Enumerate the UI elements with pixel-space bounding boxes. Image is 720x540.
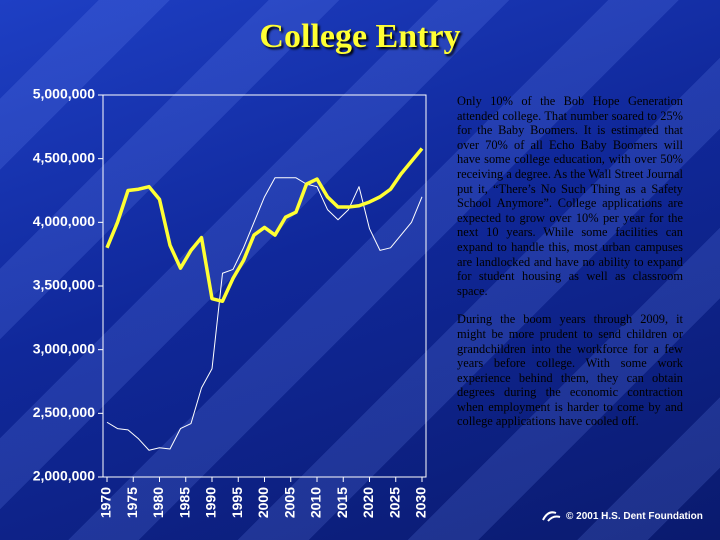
x-tick-label: 2030 (413, 487, 429, 518)
plot-frame (102, 94, 427, 478)
x-tick-label: 1975 (124, 487, 140, 518)
y-tick-label: 4,500,000 (33, 149, 95, 165)
series-line (106, 177, 423, 451)
y-tick-label: 3,000,000 (33, 340, 95, 356)
logo (542, 511, 561, 522)
y-tick-label: 2,000,000 (33, 468, 95, 484)
y-tick-label: 2,500,000 (33, 404, 95, 420)
title: College Entry (259, 18, 461, 55)
x-tick-label: 2000 (255, 487, 271, 518)
x-tick-label: 1970 (98, 487, 114, 518)
x-tick-label: 2025 (386, 487, 402, 518)
y-tick-label: 4,000,000 (33, 213, 95, 229)
series-line (105, 147, 424, 304)
x-tick-label: 2010 (308, 487, 324, 518)
chart: 2,000,000 2,500,000 3,000,000 3,500,000 4,00… (33, 86, 429, 518)
x-tick-label: 1980 (150, 487, 166, 518)
note-paragraph: During the boom years through 2009, it m… (457, 312, 683, 429)
note-paragraph: Only 10% of the Bob Hope Generation atte… (457, 94, 683, 298)
x-tick-label: 2020 (360, 487, 376, 518)
footer: © 2001 H.S. Dent Foundation (566, 511, 703, 522)
y-tick-label: 3,500,000 (33, 277, 95, 293)
y-tick-label: 5,000,000 (33, 86, 95, 102)
x-tick-label: 1995 (229, 487, 245, 518)
notes: Only 10% of the Bob Hope Generation atte… (457, 94, 683, 443)
x-tick-label: 2015 (334, 487, 350, 518)
x-tick-label: 2005 (281, 487, 297, 518)
x-tick-label: 1990 (203, 487, 219, 518)
x-tick-label: 1985 (176, 487, 192, 518)
